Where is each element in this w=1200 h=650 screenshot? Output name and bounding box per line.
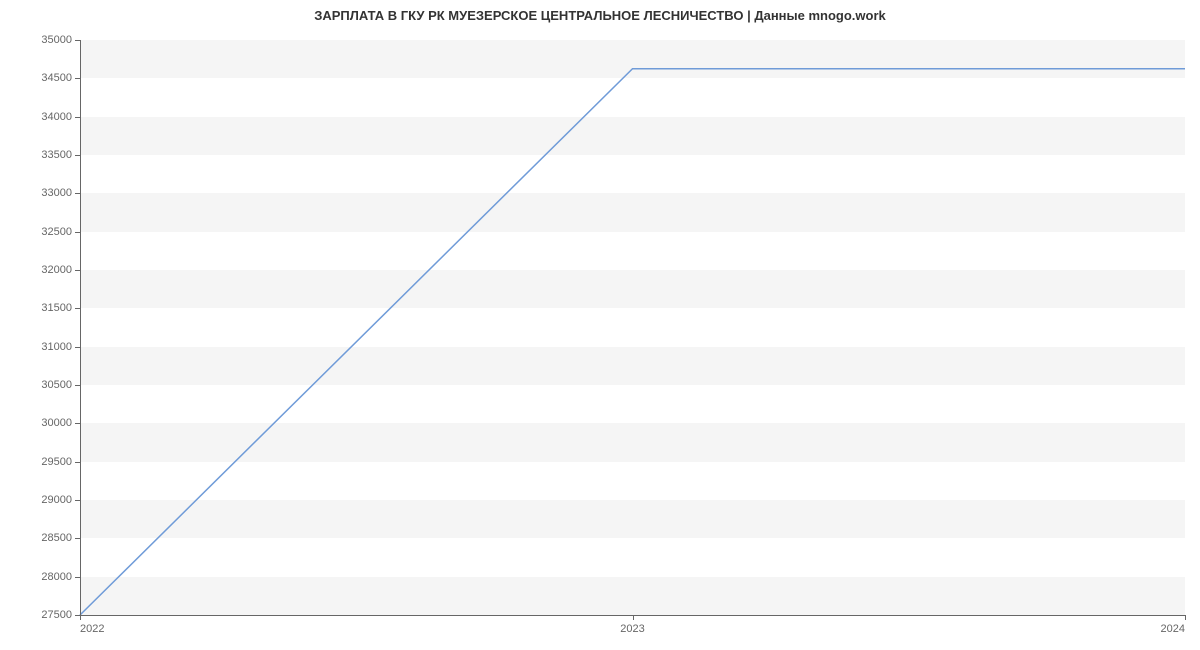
- y-tick-label: 31000: [41, 341, 72, 353]
- y-tick-label: 34000: [41, 111, 72, 123]
- chart-title: ЗАРПЛАТА В ГКУ РК МУЕЗЕРСКОЕ ЦЕНТРАЛЬНОЕ…: [0, 8, 1200, 23]
- y-tick-label: 35000: [41, 34, 72, 46]
- series-line: [80, 69, 1185, 615]
- x-tick-label: 2022: [80, 623, 104, 635]
- y-tick-label: 28000: [41, 571, 72, 583]
- y-tick-label: 28500: [41, 532, 72, 544]
- x-axis-line: [80, 615, 1185, 616]
- y-tick-label: 31500: [41, 302, 72, 314]
- x-tick-label: 2023: [620, 623, 644, 635]
- y-tick-label: 29500: [41, 456, 72, 468]
- y-tick-label: 33500: [41, 149, 72, 161]
- y-tick-label: 33000: [41, 187, 72, 199]
- x-tick-mark: [1185, 615, 1186, 620]
- plot-area: 2750028000285002900029500300003050031000…: [80, 40, 1185, 615]
- line-layer: [80, 40, 1185, 615]
- y-tick-label: 30000: [41, 417, 72, 429]
- y-tick-label: 32500: [41, 226, 72, 238]
- salary-line-chart: ЗАРПЛАТА В ГКУ РК МУЕЗЕРСКОЕ ЦЕНТРАЛЬНОЕ…: [0, 0, 1200, 650]
- y-tick-label: 34500: [41, 72, 72, 84]
- y-tick-label: 27500: [41, 609, 72, 621]
- y-tick-label: 32000: [41, 264, 72, 276]
- x-tick-label: 2024: [1161, 623, 1185, 635]
- y-tick-label: 29000: [41, 494, 72, 506]
- y-tick-label: 30500: [41, 379, 72, 391]
- y-axis-line: [80, 40, 81, 615]
